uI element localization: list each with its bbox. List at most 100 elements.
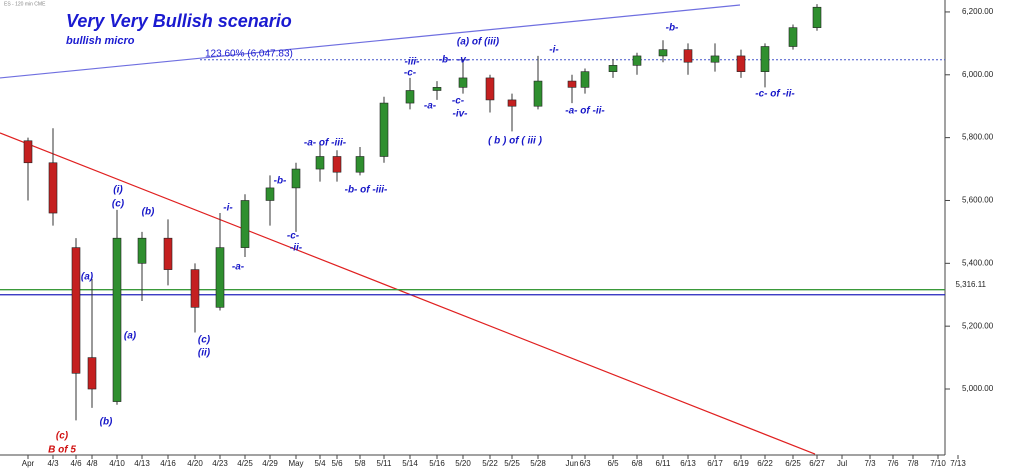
annotation: -c- <box>287 231 300 242</box>
x-tick-label: 4/20 <box>187 459 203 468</box>
annotation: -a- of -ii- <box>565 106 605 117</box>
x-tick-label: 6/8 <box>631 459 643 468</box>
candle-body <box>163 237 173 270</box>
x-tick-label: 4/25 <box>237 459 253 468</box>
annotation: (ii) <box>198 348 211 359</box>
x-tick-label: 6/3 <box>579 459 591 468</box>
level-label: 5,316.11 <box>955 280 986 289</box>
annotation: -ii- <box>290 243 303 254</box>
x-tick-label: 6/13 <box>680 459 696 468</box>
annotation: -c- of -ii- <box>755 89 795 100</box>
x-tick-label: 5/4 <box>314 459 326 468</box>
x-tick-label: 6/25 <box>785 459 801 468</box>
x-tick-label: 5/22 <box>482 459 498 468</box>
annotation: -i- <box>223 203 233 214</box>
annotation: -b- <box>439 55 452 66</box>
trendline <box>0 132 816 455</box>
annotation: (c) <box>56 431 69 442</box>
candle-body <box>332 156 342 173</box>
annotation: -b- of -iii- <box>345 185 388 196</box>
x-tick-label: 5/20 <box>455 459 471 468</box>
annotation: (c) <box>198 335 211 346</box>
candle-body <box>137 237 147 264</box>
candle-body <box>112 237 122 402</box>
x-tick-label: 5/14 <box>402 459 418 468</box>
x-tick-label: 5/6 <box>331 459 343 468</box>
x-tick-label: 4/10 <box>109 459 125 468</box>
annotation: (a) of (iii) <box>457 37 500 48</box>
annotation: (a) <box>124 331 137 342</box>
candle-body <box>710 55 720 63</box>
candle-body <box>315 156 325 170</box>
annotation: (a) <box>81 272 94 283</box>
y-tick-label: 6,000.00 <box>962 70 994 79</box>
candle-body <box>485 77 495 101</box>
x-tick-label: 5/25 <box>504 459 520 468</box>
y-tick-label: 5,400.00 <box>962 258 994 267</box>
annotation: -b- <box>666 23 679 34</box>
y-tick-label: 5,200.00 <box>962 321 994 330</box>
chart-title: Very Very Bullish scenario <box>66 11 292 31</box>
x-tick-label: 4/16 <box>160 459 176 468</box>
candle-body <box>87 357 97 390</box>
candle-body <box>291 168 301 189</box>
candle-body <box>379 102 389 157</box>
annotation: -iii- <box>405 57 421 68</box>
candle-body <box>507 99 517 107</box>
x-tick-label: 7/8 <box>907 459 919 468</box>
x-tick-label: 4/3 <box>47 459 59 468</box>
y-tick-label: 5,000.00 <box>962 384 994 393</box>
x-tick-label: 6/22 <box>757 459 773 468</box>
x-tick-label: Jun <box>566 459 579 468</box>
candle-body <box>812 6 822 28</box>
x-tick-label: Apr <box>22 459 35 468</box>
chart-subtitle: bullish micro <box>66 35 135 47</box>
x-tick-label: 4/6 <box>70 459 82 468</box>
candle-body <box>683 49 693 63</box>
candle-body <box>567 80 577 88</box>
level-label: 123.60% (6,047.83) <box>205 48 293 59</box>
candle-body <box>190 269 200 308</box>
candle-body <box>215 247 225 308</box>
x-tick-label: May <box>288 459 303 468</box>
annotation: -c- <box>404 68 417 79</box>
x-tick-label: Jul <box>837 459 847 468</box>
candle-body <box>760 46 770 72</box>
annotation: -iv- <box>453 109 469 120</box>
candle-body <box>788 27 798 47</box>
candle-body <box>48 162 58 214</box>
x-tick-label: 6/5 <box>607 459 619 468</box>
candle-body <box>736 55 746 72</box>
x-tick-label: 7/13 <box>950 459 966 468</box>
candle-body <box>71 247 81 374</box>
annotation: -i- <box>549 45 559 56</box>
y-tick-label: 5,600.00 <box>962 196 994 205</box>
x-tick-label: 4/8 <box>86 459 98 468</box>
candle-body <box>580 71 590 88</box>
x-tick-label: 6/17 <box>707 459 723 468</box>
annotation: -a- <box>424 101 437 112</box>
annotation: (i) <box>113 185 123 196</box>
candle-body <box>405 90 415 104</box>
candle-body <box>632 55 642 66</box>
x-tick-label: 5/8 <box>354 459 366 468</box>
y-tick-label: 6,200.00 <box>962 7 994 16</box>
annotation: -a- <box>232 262 245 273</box>
annotation: -b- <box>274 176 287 187</box>
x-tick-label: 5/11 <box>377 459 393 468</box>
x-tick-label: 6/27 <box>809 459 825 468</box>
annotation: -v- <box>457 55 470 66</box>
x-tick-label: 4/13 <box>134 459 150 468</box>
trendline <box>0 4 741 79</box>
x-tick-label: 5/28 <box>530 459 546 468</box>
annotation: B of 5 <box>48 445 76 456</box>
x-tick-label: 7/10 <box>930 459 946 468</box>
annotation: -c- <box>452 96 465 107</box>
x-tick-label: 7/3 <box>864 459 876 468</box>
annotation: (c) <box>112 199 125 210</box>
y-tick-label: 5,800.00 <box>962 133 994 142</box>
x-tick-label: 4/23 <box>212 459 228 468</box>
